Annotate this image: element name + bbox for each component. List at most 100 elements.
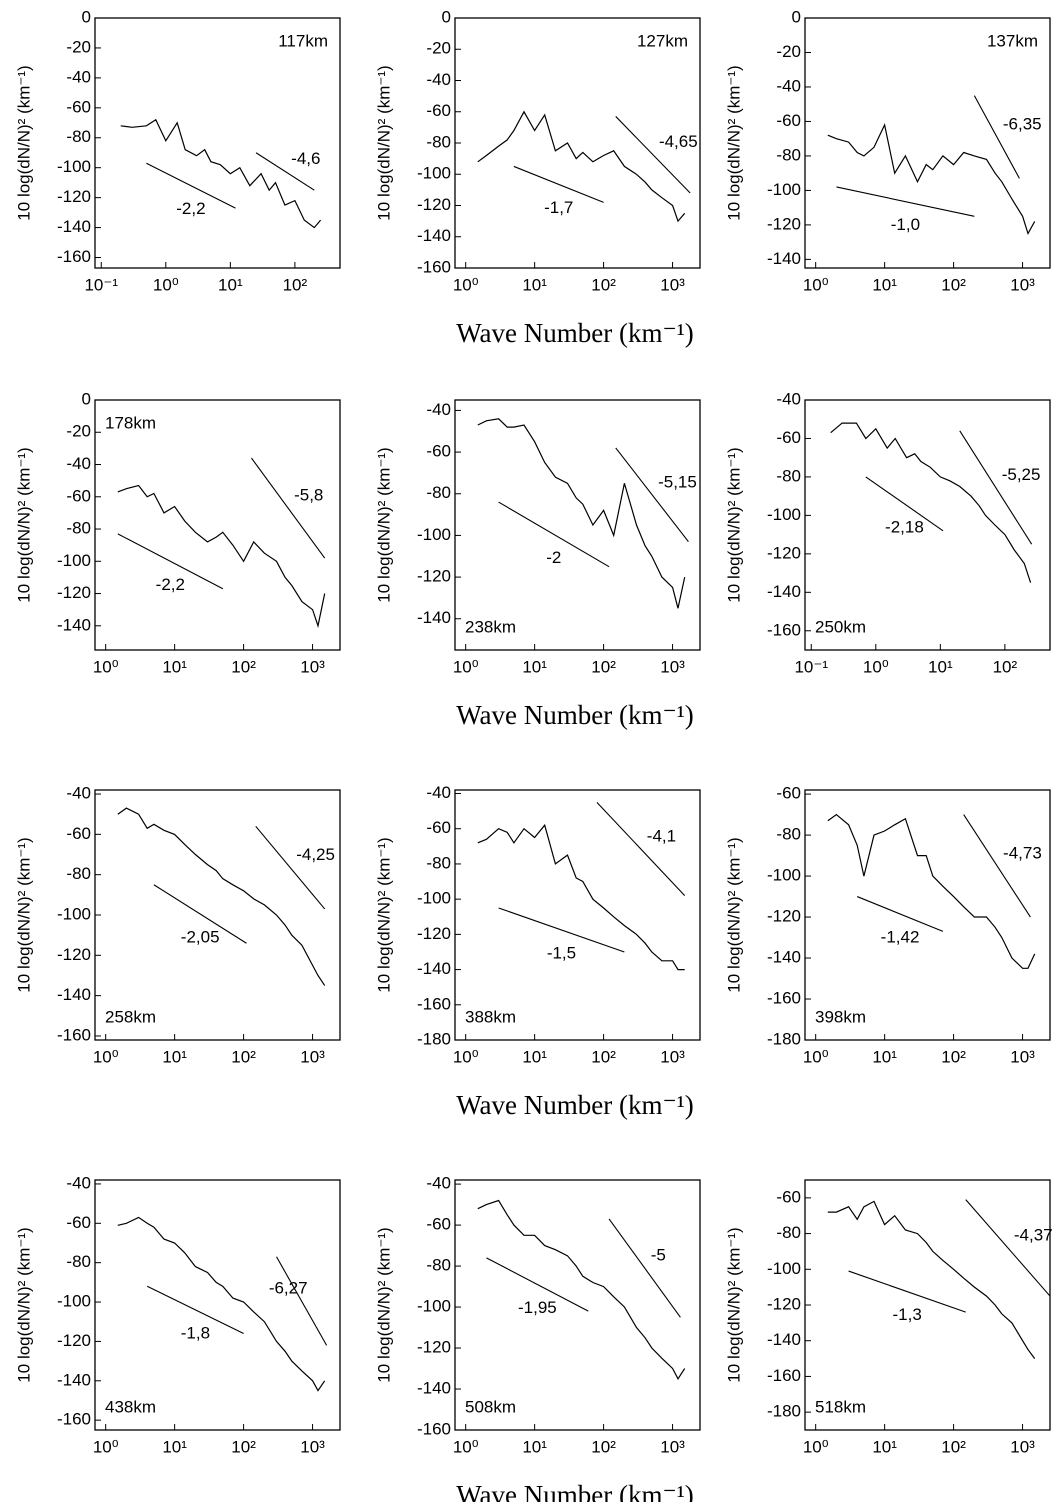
y-axis-label: 10 log(dN/N)² (km⁻¹) <box>724 1227 743 1382</box>
y-tick-label: -80 <box>66 519 91 538</box>
y-tick-label: 0 <box>82 7 91 26</box>
y-tick-label: -60 <box>776 428 801 447</box>
y-tick-label: -160 <box>767 989 801 1008</box>
altitude-label: 398km <box>815 1007 866 1026</box>
y-tick-label: -100 <box>767 505 801 524</box>
x-tick-label: 10² <box>941 1047 966 1066</box>
y-tick-label: -40 <box>66 67 91 86</box>
x-tick-label: 10¹ <box>162 1437 187 1456</box>
panel: -40 -60 -80 -100 -120 -140 10⁰ 10¹ 10² 10³ 10 log(… <box>374 399 701 676</box>
y-tick-label: -140 <box>417 959 451 978</box>
y-tick-label: -20 <box>776 42 801 61</box>
y-tick-label: -60 <box>426 1215 451 1234</box>
x-tick-label: 10⁰ <box>453 1047 479 1066</box>
slope-line <box>959 430 1033 545</box>
y-tick-label: -100 <box>57 551 91 570</box>
y-tick-label: -60 <box>66 824 91 843</box>
x-tick-label: 10⁰ <box>453 275 479 294</box>
slope-line <box>836 186 975 217</box>
x-tick-label: 10¹ <box>162 1047 187 1066</box>
y-tick-label: -60 <box>776 784 801 803</box>
x-tick-label: 10² <box>941 275 966 294</box>
y-tick-label: 0 <box>82 389 91 408</box>
y-axis-label: 10 log(dN/N)² (km⁻¹) <box>374 1227 393 1382</box>
y-tick-label: -160 <box>57 247 91 266</box>
altitude-label: 250km <box>815 617 866 636</box>
y-tick-label: -120 <box>767 543 801 562</box>
y-tick-label: -160 <box>767 1366 801 1385</box>
spectrum-line <box>117 1216 326 1392</box>
x-tick-label: 10³ <box>1010 1047 1035 1066</box>
y-tick-label: -140 <box>417 1379 451 1398</box>
y-tick-label: -120 <box>417 567 451 586</box>
y-axis-label: 10 log(dN/N)² (km⁻¹) <box>374 65 393 220</box>
x-tick-label: 10¹ <box>872 1047 897 1066</box>
slope-label: -2 <box>546 548 561 567</box>
y-tick-label: -140 <box>767 1330 801 1349</box>
slope-line <box>117 533 224 590</box>
slope-label: -5,8 <box>294 486 323 505</box>
slope-label: -1,42 <box>881 927 920 946</box>
altitude-label: 137km <box>987 31 1038 50</box>
slope-line <box>255 152 315 191</box>
slope-label: -4,6 <box>291 149 320 168</box>
x-tick-label: 10³ <box>300 1047 325 1066</box>
y-tick-label: -140 <box>767 582 801 601</box>
slope-line <box>965 1199 1051 1297</box>
slope-label: -2,2 <box>176 199 205 218</box>
y-tick-label: -40 <box>66 784 91 803</box>
y-tick-label: -40 <box>426 783 451 802</box>
x-tick-label: 10³ <box>300 1437 325 1456</box>
slope-label: -4,65 <box>659 132 698 151</box>
x-tick-label: 10² <box>993 657 1018 676</box>
slope-line <box>615 447 689 543</box>
spectrum-line <box>477 418 686 609</box>
y-tick-label: -120 <box>767 1294 801 1313</box>
y-tick-label: 0 <box>792 7 801 26</box>
x-tick-label: 10³ <box>300 657 325 676</box>
slope-line <box>251 457 326 559</box>
x-tick-label: 10¹ <box>522 275 547 294</box>
y-tick-label: -120 <box>417 195 451 214</box>
y-tick-label: -60 <box>66 1213 91 1232</box>
y-tick-label: -20 <box>426 39 451 58</box>
x-tick-label: 10¹ <box>522 1437 547 1456</box>
y-axis-label: 10 log(dN/N)² (km⁻¹) <box>14 1227 33 1382</box>
x-axis-label: Wave Number (km⁻¹) <box>456 700 694 730</box>
slope-line <box>153 884 247 944</box>
plot-frame <box>804 1179 1051 1431</box>
y-axis-label: 10 log(dN/N)² (km⁻¹) <box>374 837 393 992</box>
slope-label: -4,73 <box>1003 843 1042 862</box>
x-tick-label: 10⁰ <box>453 1437 479 1456</box>
spectrum-line <box>477 1199 686 1380</box>
plot-frame <box>454 399 701 651</box>
slope-label: -1,95 <box>518 1298 557 1317</box>
x-tick-label: 10⁰ <box>453 657 479 676</box>
slope-line <box>608 1218 681 1318</box>
x-tick-label: 10⁰ <box>153 275 179 294</box>
slope-label: -6,27 <box>269 1279 308 1298</box>
x-tick-label: 10² <box>231 1047 256 1066</box>
y-tick-label: -40 <box>776 76 801 95</box>
spectrum-line <box>477 110 686 223</box>
x-axis-label: Wave Number (km⁻¹) <box>456 1480 694 1502</box>
x-tick-label: 10³ <box>660 1437 685 1456</box>
panel: 0 -20 -40 -60 -80 -100 -120 -140 10⁰ 10¹ 10² 10³ 10 … <box>14 389 341 676</box>
y-tick-label: -40 <box>426 1174 451 1193</box>
x-tick-label: 10³ <box>660 1047 685 1066</box>
altitude-label: 127km <box>637 31 688 50</box>
plot-frame <box>804 17 1051 269</box>
x-tick-label: 10² <box>591 657 616 676</box>
y-tick-label: -160 <box>57 1410 91 1429</box>
slope-line <box>596 801 686 897</box>
y-axis-label: 10 log(dN/N)² (km⁻¹) <box>724 837 743 992</box>
y-tick-label: -140 <box>57 217 91 236</box>
slope-label: -2,18 <box>885 517 924 536</box>
x-tick-label: 10² <box>283 275 308 294</box>
x-tick-label: 10³ <box>1010 1437 1035 1456</box>
